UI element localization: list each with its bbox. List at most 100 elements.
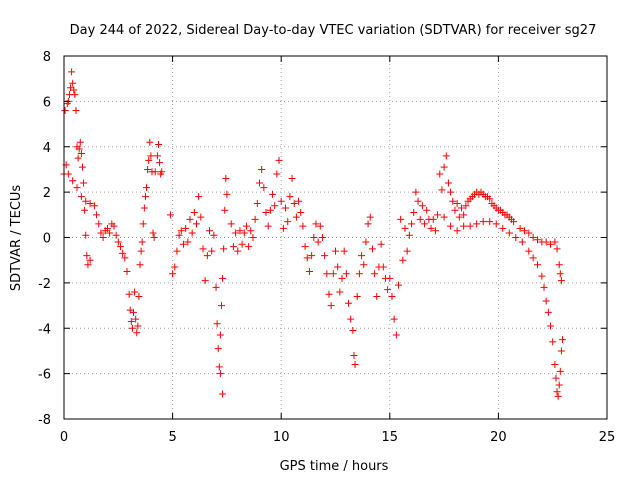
- data-point: [327, 302, 335, 310]
- data-point: [540, 283, 548, 291]
- data-point: [145, 156, 153, 164]
- data-point: [301, 243, 309, 251]
- data-point: [557, 277, 565, 285]
- data-point: [190, 209, 198, 217]
- data-point: [347, 315, 355, 323]
- data-point: [171, 263, 179, 271]
- data-point: [68, 68, 76, 76]
- data-point: [240, 229, 248, 237]
- data-point: [466, 222, 474, 230]
- data-point: [442, 152, 450, 160]
- data-point: [156, 159, 164, 167]
- data-point: [206, 227, 214, 235]
- data-point: [188, 229, 196, 237]
- grid: [64, 56, 607, 419]
- data-point: [505, 229, 513, 237]
- data-point: [551, 361, 559, 369]
- data-point: [227, 220, 235, 228]
- data-point: [455, 213, 463, 221]
- data-point: [182, 224, 190, 232]
- data-point: [533, 261, 541, 269]
- data-point: [284, 218, 292, 226]
- data-point: [444, 179, 452, 187]
- data-point: [440, 163, 448, 171]
- data-point: [462, 202, 470, 210]
- data-point: [403, 247, 411, 255]
- data-point: [273, 170, 281, 178]
- data-point: [486, 195, 494, 203]
- data-point: [78, 163, 86, 171]
- data-point: [197, 213, 205, 221]
- data-point: [69, 79, 77, 87]
- data-point: [460, 222, 468, 230]
- data-point: [371, 270, 379, 278]
- data-point: [547, 322, 555, 330]
- data-point: [379, 263, 387, 271]
- data-point: [516, 224, 524, 232]
- data-point: [447, 188, 455, 196]
- data-point: [72, 106, 80, 114]
- data-point: [251, 215, 259, 223]
- data-point: [186, 215, 194, 223]
- data-point: [408, 220, 416, 228]
- data-point: [412, 188, 420, 196]
- data-point: [360, 261, 368, 269]
- data-point: [538, 272, 546, 280]
- data-point: [242, 222, 250, 230]
- data-point: [553, 245, 561, 253]
- data-point: [414, 197, 422, 205]
- data-point: [288, 175, 296, 183]
- data-point: [457, 204, 465, 212]
- data-point: [271, 202, 279, 210]
- data-point: [314, 238, 322, 246]
- data-point: [253, 199, 261, 207]
- data-point: [436, 170, 444, 178]
- x-tick-label: 10: [273, 430, 290, 445]
- data-point: [136, 261, 144, 269]
- data-point: [557, 347, 565, 355]
- data-point: [290, 199, 298, 207]
- data-point: [208, 247, 216, 255]
- data-point: [349, 327, 357, 335]
- data-point: [336, 288, 344, 296]
- data-point: [334, 263, 342, 271]
- data-point: [362, 238, 370, 246]
- data-point: [447, 222, 455, 230]
- data-point: [97, 229, 105, 237]
- data-point: [213, 320, 221, 328]
- data-point: [555, 381, 563, 389]
- data-point: [83, 252, 91, 260]
- data-point: [275, 156, 283, 164]
- data-point: [123, 268, 131, 276]
- data-point: [131, 288, 139, 296]
- data-point: [201, 277, 209, 285]
- data-point: [405, 231, 413, 239]
- x-axis-label: GPS time / hours: [280, 459, 389, 474]
- data-point: [76, 138, 84, 146]
- data-point: [544, 308, 552, 316]
- data-point: [139, 220, 147, 228]
- data-point: [179, 240, 187, 248]
- data-point: [106, 229, 114, 237]
- data-point: [429, 215, 437, 223]
- data-point: [350, 351, 358, 359]
- data-point: [286, 193, 294, 201]
- data-point: [479, 218, 487, 226]
- data-point: [397, 215, 405, 223]
- data-point: [133, 329, 141, 337]
- data-point: [144, 165, 152, 173]
- data-point: [195, 193, 203, 201]
- data-point: [128, 324, 136, 332]
- data-point: [262, 209, 270, 217]
- data-point: [556, 270, 564, 278]
- data-point: [282, 204, 290, 212]
- data-point: [292, 213, 300, 221]
- data-point: [64, 170, 72, 178]
- data-point: [529, 254, 537, 262]
- data-point: [377, 240, 385, 248]
- data-point: [116, 243, 124, 251]
- y-tick-label: -6: [38, 368, 51, 383]
- data-point: [399, 256, 407, 264]
- data-point: [74, 154, 82, 162]
- axis-ticks: 0 5 10 15 20 25 -8 -6 -4 -2 0 2 4 6 8: [38, 50, 615, 445]
